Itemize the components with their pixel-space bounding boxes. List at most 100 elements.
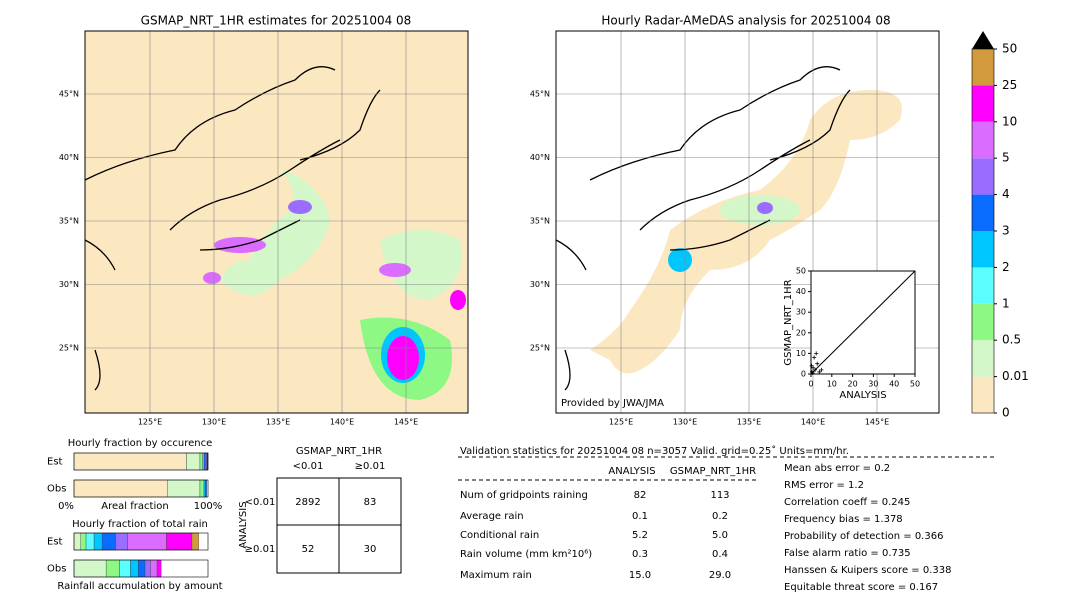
score: Probability of detection = 0.366 <box>784 531 943 542</box>
map-frame <box>555 30 940 414</box>
lon-label: 135°E <box>737 418 761 427</box>
point <box>819 367 824 372</box>
lat-label: 40°N <box>59 153 79 162</box>
stat-value: 0.4 <box>712 549 728 560</box>
table-cell: 2892 <box>295 497 320 508</box>
fraction-segment <box>73 532 81 551</box>
lat-label: 30°N <box>59 280 79 289</box>
lon-label: 130°E <box>202 418 226 427</box>
x-axis-label: ANALYSIS <box>839 390 886 401</box>
score: Equitable threat score = 0.167 <box>784 582 938 593</box>
rain-area <box>380 230 462 300</box>
row-title: ANALYSIS <box>238 501 249 548</box>
fraction-segment <box>156 559 162 578</box>
colorbar-segment <box>972 376 994 413</box>
rain-area <box>203 272 221 284</box>
lat-label: 45°N <box>530 90 550 99</box>
fraction-segment <box>166 532 193 551</box>
bar-frame <box>73 532 209 551</box>
score: Hanssen & Kuipers score = 0.338 <box>784 565 951 576</box>
axis-label: 100% <box>194 501 223 512</box>
point <box>817 369 822 374</box>
colorbar-segment <box>972 303 994 341</box>
colorbar-segment <box>972 231 994 268</box>
row-label: ≥0.01 <box>245 544 276 555</box>
lon-label: 145°E <box>865 418 889 427</box>
inset-scatter: 0 10 20 30 40 50 0 10 20 30 40 50 ANALYSIS GSMAP_NRT_… <box>783 267 920 402</box>
fraction-occurrence: Hourly fraction by occurence Est Obs 0% Area… <box>47 438 222 512</box>
x-tick-label: 30 <box>868 380 878 389</box>
fraction-segment <box>150 559 158 578</box>
y-tick-label: 30 <box>796 308 806 317</box>
lat-label: 25°N <box>59 344 79 353</box>
lon-label: 130°E <box>673 418 697 427</box>
fraction-segment <box>105 559 120 578</box>
coastline <box>555 66 851 391</box>
lon-label: 140°E <box>801 418 825 427</box>
table-cell: 52 <box>302 544 315 555</box>
stat-value: 82 <box>634 490 647 501</box>
stat-label: Rain volume (mm km²10⁶) <box>460 549 592 560</box>
rain-area <box>757 202 773 214</box>
fraction-segment <box>205 479 207 498</box>
panel-title: Hourly fraction by occurence <box>68 438 212 449</box>
panel-title: Hourly fraction of total rain <box>72 519 208 530</box>
colorbar-segment <box>972 85 994 122</box>
row-label: <0.01 <box>245 497 276 508</box>
lat-label: 35°N <box>530 217 550 226</box>
fraction-segment <box>167 479 201 498</box>
colorbar-label: 5 <box>1002 151 1010 165</box>
bar-frame <box>73 559 209 578</box>
fraction-total: Hourly fraction of total rain Est Obs Rainf… <box>47 519 223 592</box>
lat-label: 30°N <box>530 280 550 289</box>
fraction-segment <box>73 452 187 471</box>
fraction-segment <box>127 532 167 551</box>
colorbar-label: 0 <box>1002 406 1010 420</box>
colorbar-segment <box>972 49 994 86</box>
fraction-segment <box>138 559 146 578</box>
table-title: GSMAP_NRT_1HR <box>296 446 382 457</box>
y-tick-label: 50 <box>796 267 806 276</box>
fraction-segment <box>115 532 128 551</box>
fraction-segment <box>119 559 131 578</box>
colorbar-segment <box>972 340 994 377</box>
fraction-segment <box>144 559 151 578</box>
stat-value: 0.3 <box>632 549 648 560</box>
colorbar-segment <box>972 194 994 231</box>
colorbar-label: 50 <box>1002 42 1017 56</box>
fraction-segment <box>101 532 116 551</box>
colorbar-label: 25 <box>1002 78 1017 92</box>
point <box>810 370 815 375</box>
colorbar-segment <box>972 121 994 159</box>
stat-value: 0.2 <box>712 511 728 522</box>
fraction-segment <box>186 452 201 471</box>
stats-header: Validation statistics for 20251004 08 n=… <box>460 445 849 457</box>
stat-value: 5.0 <box>712 530 728 541</box>
rain-area <box>288 200 312 214</box>
colorbar-label: 4 <box>1002 187 1010 201</box>
fraction-segment <box>93 532 103 551</box>
rain-area <box>379 263 411 277</box>
score: Mean abs error = 0.2 <box>784 463 890 474</box>
lon-label: 125°E <box>138 418 162 427</box>
x-tick-label: 20 <box>848 380 858 389</box>
column-header: ANALYSIS <box>608 466 655 477</box>
score: Frequency bias = 1.378 <box>784 514 903 525</box>
fraction-segment <box>203 479 206 498</box>
colorbar-label: 10 <box>1002 114 1017 128</box>
point <box>809 363 814 368</box>
fraction-segment <box>73 559 107 578</box>
lat-label: 40°N <box>530 153 550 162</box>
stat-value: 29.0 <box>709 570 731 581</box>
left-map-title: GSMAP_NRT_1HR estimates for 20251004 08 <box>141 14 412 28</box>
stat-label: Maximum rain <box>460 570 532 581</box>
y-axis-label: GSMAP_NRT_1HR <box>783 279 794 365</box>
colorbar-label: 2 <box>1002 260 1010 274</box>
col-label: <0.01 <box>293 461 324 472</box>
colorbar-label: 0.01 <box>1002 369 1029 383</box>
stat-label: Num of gridpoints raining <box>460 490 588 501</box>
table-cell: 83 <box>364 497 377 508</box>
colorbar-label: 0.5 <box>1002 333 1021 347</box>
fraction-segment <box>203 452 206 471</box>
